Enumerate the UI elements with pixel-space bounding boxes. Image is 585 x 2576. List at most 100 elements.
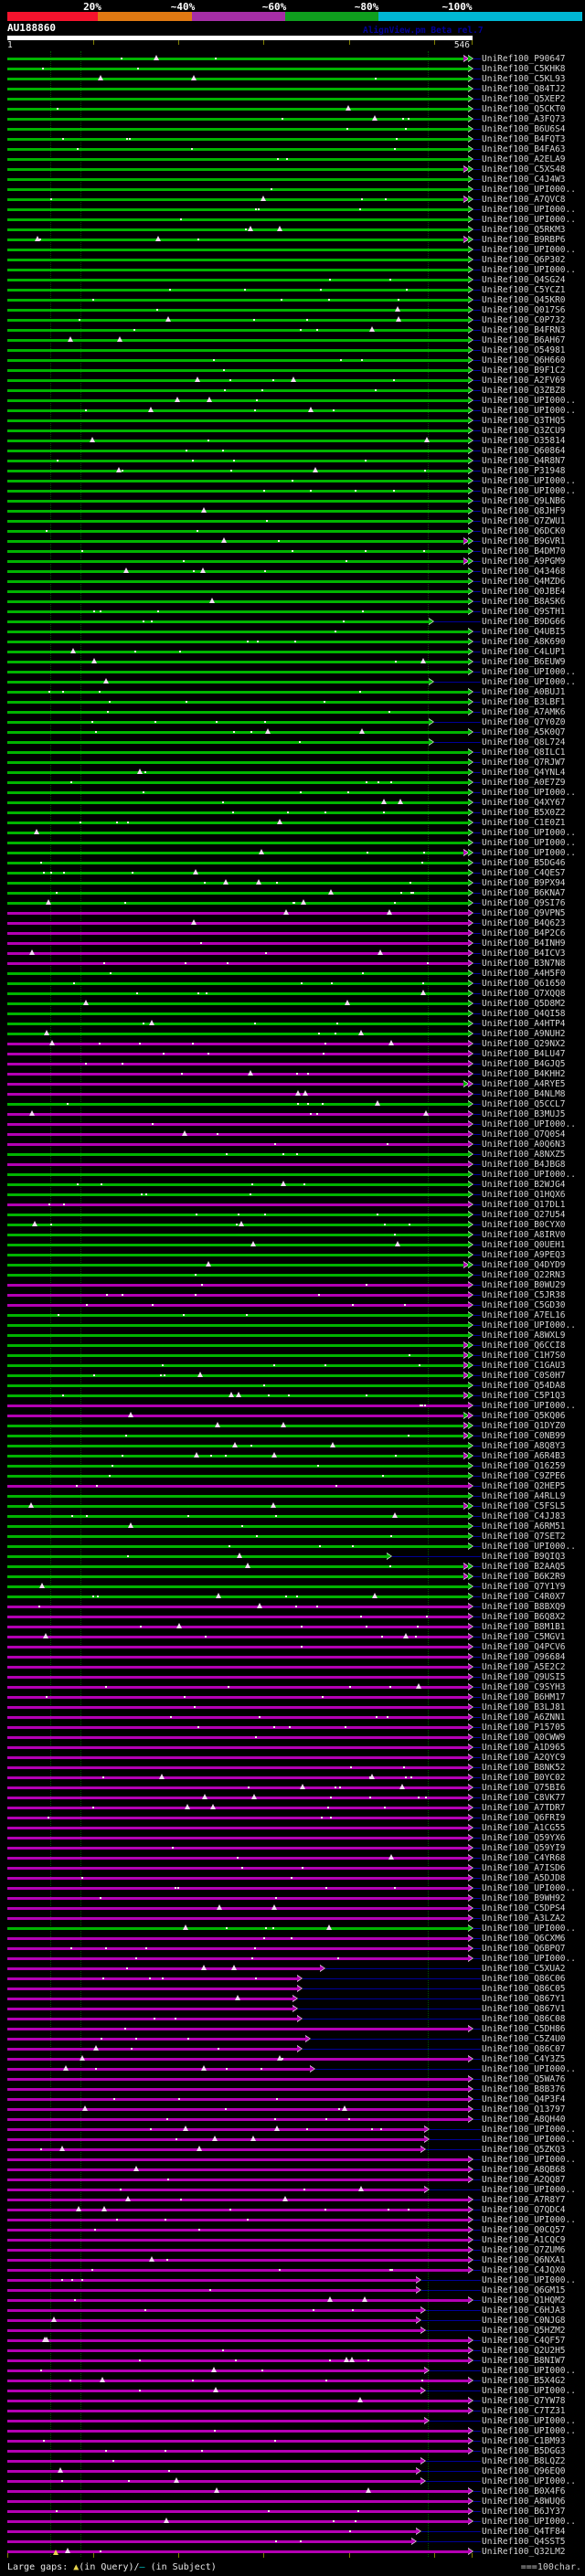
hit-bar[interactable] [7,2189,424,2191]
hit-bar[interactable] [7,1897,468,1900]
hit-label[interactable]: UniRef100_Q86C08 [482,2014,566,2024]
hit-bar[interactable] [7,470,468,472]
hit-bar[interactable] [7,651,468,653]
hit-label[interactable]: UniRef100_UPI000.. [482,2215,576,2225]
hit-label[interactable]: UniRef100_C5Z4U0 [482,2034,566,2044]
hit-bar[interactable] [7,751,468,754]
hit-label[interactable]: UniRef100_C5XS48 [482,164,566,175]
hit-label[interactable]: UniRef100_Q7Q0S4 [482,1129,566,1140]
hit-bar[interactable] [7,2520,468,2523]
hit-label[interactable]: UniRef100_Q9USI5 [482,1672,566,1682]
hit-label[interactable]: UniRef100_B4FQT3 [482,134,566,144]
hit-bar[interactable] [7,68,468,70]
hit-label[interactable]: UniRef100_Q5XEP2 [482,94,566,104]
hit-bar[interactable] [7,2229,468,2231]
hit-label[interactable]: UniRef100_A7R8Y7 [482,2195,566,2205]
hit-bar[interactable] [7,1726,468,1729]
hit-bar[interactable] [7,892,468,895]
hit-label[interactable]: UniRef100_Q5KQ06 [482,1411,566,1421]
hit-bar[interactable] [7,2068,310,2071]
hit-bar[interactable] [7,2038,305,2041]
hit-label[interactable]: UniRef100_A2FV69 [482,376,566,386]
hit-label[interactable]: UniRef100_C1BM93 [482,2436,566,2446]
hit-bar[interactable] [7,1435,468,1437]
hit-label[interactable]: UniRef100_UPI000.. [482,2476,576,2486]
hit-bar[interactable] [7,269,468,271]
hit-label[interactable]: UniRef100_B2WJG4 [482,1180,566,1190]
hit-bar[interactable] [7,1797,468,1799]
hit-bar[interactable] [7,1143,468,1146]
hit-label[interactable]: UniRef100_B3MUJ5 [482,1109,566,1119]
hit-bar[interactable] [7,249,468,251]
hit-bar[interactable] [7,781,468,784]
hit-bar[interactable] [7,1606,468,1608]
hit-label[interactable]: UniRef100_A8NXZ5 [482,1150,566,1160]
hit-label[interactable]: UniRef100_Q1HQX6 [482,1190,566,1200]
hit-label[interactable]: UniRef100_C0P732 [482,315,566,325]
hit-bar[interactable] [7,1827,468,1829]
hit-label[interactable]: UniRef100_B4JBG8 [482,1160,566,1170]
hit-bar[interactable] [7,771,468,774]
hit-bar[interactable] [7,1957,468,1960]
hit-label[interactable]: UniRef100_Q867V1 [482,2004,566,2014]
hit-bar[interactable] [7,1525,468,1528]
hit-label[interactable]: UniRef100_P15705 [482,1723,566,1733]
hit-label[interactable]: UniRef100_UPI000.. [482,1883,576,1893]
hit-bar[interactable] [7,1153,468,1156]
hit-label[interactable]: UniRef100_Q8JHF9 [482,506,566,516]
hit-bar[interactable] [7,2058,468,2061]
hit-label[interactable]: UniRef100_Q4PCV6 [482,1642,566,1652]
hit-label[interactable]: UniRef100_B6AH67 [482,335,566,345]
hit-bar[interactable] [7,731,468,734]
hit-bar[interactable] [7,811,468,814]
hit-label[interactable]: UniRef100_B0X4F6 [482,2486,566,2496]
hit-label[interactable]: UniRef100_Q27U54 [482,1210,566,1220]
hit-label[interactable]: UniRef100_C5KL93 [482,74,566,84]
hit-label[interactable]: UniRef100_C4R0X7 [482,1592,566,1602]
hit-label[interactable]: UniRef100_Q6H660 [482,355,566,366]
hit-label[interactable]: UniRef100_Q867Y1 [482,1994,566,2004]
hit-label[interactable]: UniRef100_C5JR38 [482,1290,566,1300]
hit-bar[interactable] [7,1002,468,1005]
hit-bar[interactable] [7,1807,468,1809]
hit-bar[interactable] [7,1073,468,1076]
hit-label[interactable]: UniRef100_O96684 [482,1652,566,1662]
hit-bar[interactable] [7,1224,468,1226]
hit-label[interactable]: UniRef100_Q5D8M2 [482,999,566,1009]
hit-bar[interactable] [7,1565,468,1568]
hit-bar[interactable] [7,2158,468,2161]
hit-bar[interactable] [7,641,468,643]
hit-label[interactable]: UniRef100_A3LZA2 [482,1913,566,1924]
hit-bar[interactable] [7,1163,468,1166]
hit-bar[interactable] [7,1515,468,1518]
hit-label[interactable]: UniRef100_C4JJ83 [482,1511,566,1521]
hit-bar[interactable] [7,1203,468,1206]
hit-bar[interactable] [7,972,468,975]
hit-label[interactable]: UniRef100_C6HJA3 [482,2306,566,2316]
hit-label[interactable]: UniRef100_UPI000.. [482,2275,576,2285]
hit-label[interactable]: UniRef100_A1CG55 [482,1823,566,1833]
hit-bar[interactable] [7,962,468,965]
hit-label[interactable]: UniRef100_B2AAQ5 [482,1562,566,1572]
hit-label[interactable]: UniRef100_C5P1Q3 [482,1391,566,1401]
hit-bar[interactable] [7,560,468,563]
hit-label[interactable]: UniRef100_Q4MZD6 [482,577,566,587]
hit-label[interactable]: UniRef100_C9SYH3 [482,1682,566,1692]
hit-bar[interactable] [7,1776,468,1779]
hit-label[interactable]: UniRef100_Q5HZM2 [482,2326,566,2336]
hit-label[interactable]: UniRef100_Q4QI58 [482,1009,566,1019]
hit-bar[interactable] [7,1716,468,1719]
hit-bar[interactable] [7,2299,468,2302]
hit-label[interactable]: UniRef100_C5KHK8 [482,64,566,74]
hit-bar[interactable] [7,1867,468,1870]
hit-bar[interactable] [7,1998,292,2000]
hit-bar[interactable] [7,1575,468,1578]
hit-label[interactable]: UniRef100_C5GD30 [482,1300,566,1310]
hit-bar[interactable] [7,1324,468,1327]
hit-bar[interactable] [7,691,468,694]
hit-bar[interactable] [7,188,468,191]
hit-bar[interactable] [7,852,468,854]
hit-bar[interactable] [7,148,468,151]
hit-bar[interactable] [7,2400,468,2402]
hit-label[interactable]: UniRef100_C5DPS4 [482,1903,566,1913]
